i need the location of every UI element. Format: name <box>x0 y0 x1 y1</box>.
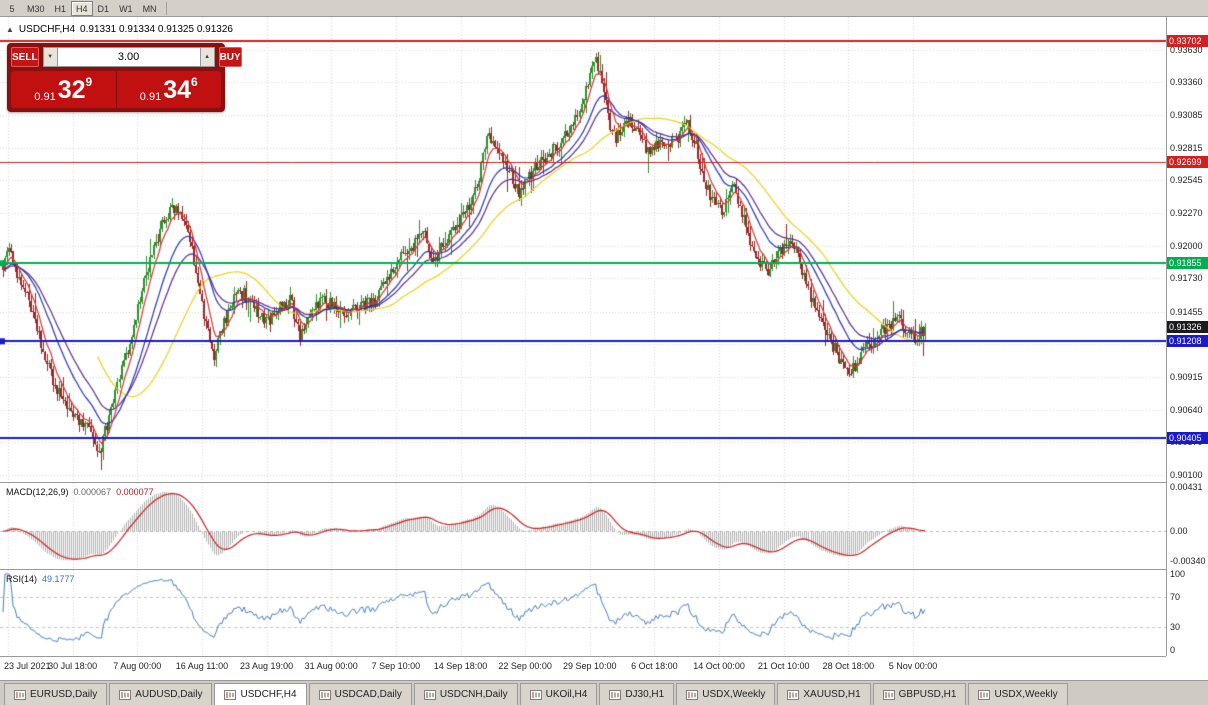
time-axis-label: 6 Oct 18:00 <box>631 661 678 671</box>
chart-tab-usdcnh-daily[interactable]: USDCNH,Daily <box>413 683 518 705</box>
sell-price-pip-digit: 9 <box>85 75 93 89</box>
time-axis: 23 Jul 2021 30 Jul 18:00 7 Aug 00:00 16 Aug… <box>0 656 1166 680</box>
chart-tab-icon <box>978 689 991 700</box>
toolbar-separator <box>165 2 167 15</box>
chart-tab-usdcad-daily[interactable]: USDCAD,Daily <box>308 683 412 705</box>
chart-tab-usdx-weekly[interactable]: USDX,Weekly <box>676 683 776 705</box>
chart-tab-usdchf-h4[interactable]: USDCHF,H4 <box>214 683 307 705</box>
buy-price-pip-digit: 6 <box>191 75 198 89</box>
chart-tab-label: DJ30,H1 <box>625 689 665 700</box>
time-axis-label: 14 Sep 18:00 <box>433 661 488 671</box>
sell-button[interactable]: SELL <box>11 47 39 67</box>
chart-tab-icon <box>787 689 800 700</box>
volume-input[interactable] <box>57 47 200 67</box>
chart-tab-label: GBPUSD,H1 <box>898 689 957 700</box>
timeframe-button-d1[interactable]: D1 <box>97 3 110 14</box>
chart-tab-icon <box>529 689 542 700</box>
chart-tab-icon <box>609 689 622 700</box>
chart-tab-label: XAUUSD,H1 <box>803 689 861 700</box>
time-axis-label: 31 Aug 00:00 <box>304 661 358 671</box>
chart-tab-label: EURUSD,Daily <box>30 689 98 700</box>
chart-tab-bar: EURUSD,Daily AUDUSD,Daily USDCHF,H4 USDCAD,… <box>0 680 1208 705</box>
one-click-collapse-icon[interactable]: ▲ <box>6 25 14 34</box>
timeframe-button-mn[interactable]: MN <box>142 3 157 14</box>
time-axis-label: 5 Nov 00:00 <box>888 661 938 671</box>
sell-price-big-digits: 32 <box>57 75 86 104</box>
buy-price-display[interactable]: 0.91 34 6 <box>116 71 221 108</box>
time-axis-label: 30 Jul 18:00 <box>48 661 98 671</box>
chart-tab-label: USDX,Weekly <box>994 689 1058 700</box>
chart-tab-icon <box>224 689 237 700</box>
volume-decrease-button[interactable]: ▼ <box>42 47 58 67</box>
chart-tab-icon <box>686 689 699 700</box>
buy-price-prefix: 0.91 <box>139 91 162 103</box>
chart-tab-eurusd-daily[interactable]: EURUSD,Daily <box>4 683 108 705</box>
time-axis-label: 14 Oct 00:00 <box>693 661 745 671</box>
chart-tab-icon <box>14 689 26 700</box>
time-axis-label: 29 Sep 10:00 <box>563 661 617 671</box>
chart-tab-icon <box>119 689 132 700</box>
sell-price-display[interactable]: 0.91 32 9 <box>11 71 117 108</box>
chart-tab-dj30-h1[interactable]: DJ30,H1 <box>599 683 675 705</box>
chart-tab-icon <box>423 689 436 700</box>
time-axis-label: 21 Oct 10:00 <box>757 661 810 671</box>
chart-tab-label: USDCAD,Daily <box>334 689 402 700</box>
volume-stepper: ▼ ▲ <box>42 47 215 67</box>
chart-tab-ukoil-h4[interactable]: UKOil,H4 <box>519 683 598 705</box>
price-axis-strip <box>1166 17 1208 656</box>
timeframe-button-w1[interactable]: W1 <box>119 3 133 14</box>
time-axis-label: 23 Aug 19:00 <box>240 661 294 671</box>
macd-label-row: MACD(12,26,9) 0.000067 0.000077 <box>6 487 154 497</box>
macd-indicator-canvas[interactable] <box>0 482 1166 569</box>
sell-price-prefix: 0.91 <box>34 91 56 103</box>
buy-button[interactable]: BUY <box>218 47 242 67</box>
chart-tab-label: USDCHF,H4 <box>240 689 297 700</box>
one-click-trading-panel: SELL ▼ ▲ BUY 0.91 32 9 0.91 34 6 <box>7 43 242 112</box>
chart-tab-label: AUDUSD,Daily <box>135 689 203 700</box>
chart-tab-xauusd-h1[interactable]: XAUUSD,H1 <box>777 683 871 705</box>
time-axis-label: 7 Sep 10:00 <box>371 661 421 671</box>
timeframe-button-m30[interactable]: M30 <box>27 3 45 14</box>
chart-tab-icon <box>318 689 331 700</box>
rsi-indicator-canvas[interactable] <box>0 569 1166 656</box>
time-axis-label: 7 Aug 00:00 <box>113 661 162 671</box>
macd-signal-value: 0.000077 <box>116 487 154 497</box>
rsi-value: 49.1777 <box>42 574 75 584</box>
timeframe-button-h4[interactable]: H4 <box>71 1 93 16</box>
time-axis-label: 23 Jul 2021 <box>4 661 51 671</box>
chart-tab-label: USDCNH,Daily <box>439 689 508 700</box>
chart-region: 23 Jul 2021 30 Jul 18:00 7 Aug 00:00 16 Aug… <box>0 17 1208 680</box>
timeframe-toolbar: 5 M30 H1 H4 D1 W1 MN <box>0 0 1208 17</box>
chart-tab-audusd-daily[interactable]: AUDUSD,Daily <box>109 683 213 705</box>
macd-indicator-name: MACD(12,26,9) <box>6 487 69 497</box>
volume-increase-button[interactable]: ▲ <box>199 47 215 67</box>
chart-ohlc-values: 0.91331 0.91334 0.91325 0.91326 <box>80 24 233 35</box>
chart-tab-icon <box>882 689 895 700</box>
timeframe-button-h1[interactable]: H1 <box>54 3 67 14</box>
time-axis-label: 28 Oct 18:00 <box>822 661 875 671</box>
rsi-label-row: RSI(14) 49.1777 <box>6 574 75 584</box>
chart-tab-label: USDX,Weekly <box>702 689 766 700</box>
chart-tab-gbpusd-h1[interactable]: GBPUSD,H1 <box>872 683 967 705</box>
macd-main-value: 0.000067 <box>73 487 112 497</box>
chart-title-row: ▲ USDCHF,H4 0.91331 0.91334 0.91325 0.91… <box>6 24 233 35</box>
rsi-indicator-name: RSI(14) <box>6 574 38 584</box>
chart-tab-usdx-weekly[interactable]: USDX,Weekly <box>968 683 1068 705</box>
time-axis-label: 22 Sep 00:00 <box>498 661 552 671</box>
chart-symbol-title: USDCHF,H4 <box>18 24 76 35</box>
chart-tab-label: UKOil,H4 <box>545 689 588 700</box>
time-axis-label: 16 Aug 11:00 <box>175 661 229 671</box>
timeframe-button-5[interactable]: 5 <box>9 3 15 14</box>
buy-price-big-digits: 34 <box>163 75 192 104</box>
